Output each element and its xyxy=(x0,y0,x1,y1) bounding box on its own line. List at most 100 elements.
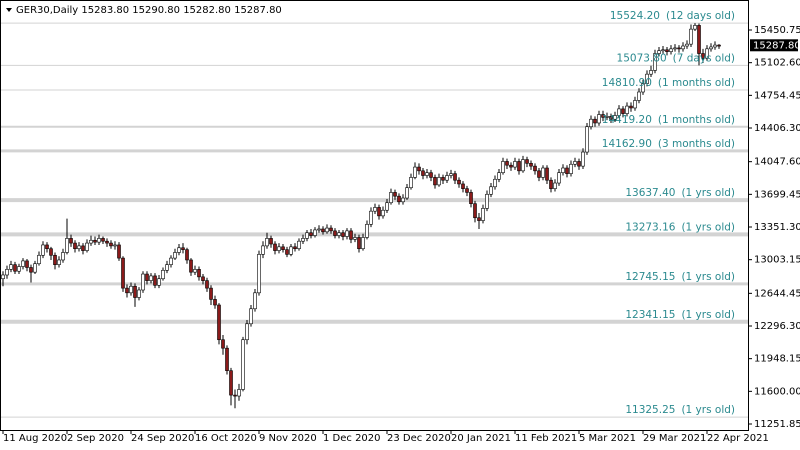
candle-body xyxy=(533,165,537,172)
candle-body xyxy=(665,49,669,52)
candle-body xyxy=(713,44,717,48)
level-label: 11325.25 (1 yrs old) xyxy=(625,404,735,416)
candle-body xyxy=(165,264,169,271)
candle-body xyxy=(229,370,233,396)
candle-body xyxy=(5,269,9,276)
candle-body xyxy=(205,280,209,289)
candle-body xyxy=(689,28,693,45)
candle-body xyxy=(353,237,357,240)
candle-body xyxy=(373,207,377,212)
candle-body xyxy=(285,249,289,255)
candle-body xyxy=(125,287,129,294)
candle-body xyxy=(597,114,601,124)
candle-body xyxy=(573,161,577,165)
candle-body xyxy=(105,240,109,244)
candle-body xyxy=(309,232,313,236)
candle-body xyxy=(121,257,125,289)
candle-body xyxy=(33,263,37,273)
candle-body xyxy=(477,217,481,221)
candle-body xyxy=(553,182,557,189)
candle-body xyxy=(137,289,141,298)
candle-body xyxy=(449,173,453,176)
candle-body xyxy=(325,227,329,233)
level-price: 12341.15 xyxy=(625,309,675,321)
candle-body xyxy=(153,275,157,286)
candle-body xyxy=(1,274,5,280)
candle-body xyxy=(245,323,249,341)
level-price: 12745.15 xyxy=(625,271,675,283)
candle-body xyxy=(521,159,525,172)
candle-body xyxy=(697,25,701,54)
candle-body xyxy=(193,269,197,273)
candle-body xyxy=(601,114,605,118)
candle-body xyxy=(525,159,529,164)
candle-body xyxy=(133,285,137,298)
x-tick-label: 11 Feb 2021 xyxy=(515,433,577,444)
candle-body xyxy=(425,172,429,176)
level-age: (1 yrs old) xyxy=(681,221,735,233)
candle-body xyxy=(617,108,621,116)
x-tick-label: 5 Mar 2021 xyxy=(579,433,636,444)
candle-body xyxy=(341,232,345,237)
candle-body xyxy=(469,192,473,204)
candle-body xyxy=(593,118,597,124)
y-tick-label: 12296.30 xyxy=(754,321,800,332)
candle-body xyxy=(709,46,713,50)
candle-body xyxy=(233,394,237,397)
candle-body xyxy=(677,47,681,50)
candle-body xyxy=(93,239,97,243)
candle-body xyxy=(321,228,325,233)
candle-body xyxy=(169,257,173,265)
candle-body xyxy=(89,239,93,244)
candle-body xyxy=(253,292,257,310)
candle-body xyxy=(157,278,161,286)
y-tick-label: 12644.45 xyxy=(754,288,800,299)
candle-body xyxy=(141,273,145,291)
candle-body xyxy=(237,389,241,397)
x-tick-label: 22 Apr 2021 xyxy=(707,433,769,444)
candle-body xyxy=(97,238,101,243)
candle-body xyxy=(673,47,677,50)
candle-body xyxy=(129,285,133,294)
candle-body xyxy=(109,242,113,247)
candle-body xyxy=(481,208,485,221)
candle-body xyxy=(249,308,253,325)
y-tick-label: 13003.15 xyxy=(754,255,800,266)
candle-body xyxy=(149,275,153,281)
y-tick-label: 15450.75 xyxy=(754,25,800,36)
x-tick-label: 9 Nov 2020 xyxy=(259,433,317,444)
candle-body xyxy=(337,232,341,236)
menu-arrow[interactable] xyxy=(6,8,12,12)
candle-body xyxy=(429,172,433,178)
candle-body xyxy=(417,166,421,172)
y-tick-label: 11948.15 xyxy=(754,354,800,365)
candle-body xyxy=(485,193,489,209)
candle-body xyxy=(21,260,25,267)
candle-body xyxy=(37,254,41,265)
candle-body xyxy=(433,177,437,186)
candle-body xyxy=(645,73,649,84)
chart-header: GER30,Daily 15283.80 15290.80 15282.80 1… xyxy=(16,5,282,16)
level-label: 14162.90 (3 months old) xyxy=(602,138,735,150)
candle-body xyxy=(293,246,297,250)
x-tick-label: 20 Jan 2021 xyxy=(451,433,511,444)
candle-body xyxy=(53,254,57,265)
level-age: (1 yrs old) xyxy=(681,187,735,199)
candle-body xyxy=(101,238,105,242)
level-label: 14810.90 (1 months old) xyxy=(602,77,735,89)
candle-body xyxy=(145,273,149,281)
candle-body xyxy=(437,177,441,186)
candle-body xyxy=(613,115,617,120)
x-tick-label: 29 Mar 2021 xyxy=(643,433,706,444)
candle-body xyxy=(577,161,581,167)
candle-body xyxy=(181,247,185,250)
candle-body xyxy=(401,197,405,203)
candle-body xyxy=(589,118,593,128)
level-age: (1 yrs old) xyxy=(681,309,735,321)
candle-body xyxy=(273,243,277,251)
candle-body xyxy=(445,175,449,181)
candle-body xyxy=(345,230,349,237)
candle-body xyxy=(409,177,413,189)
candle-body xyxy=(49,248,53,256)
